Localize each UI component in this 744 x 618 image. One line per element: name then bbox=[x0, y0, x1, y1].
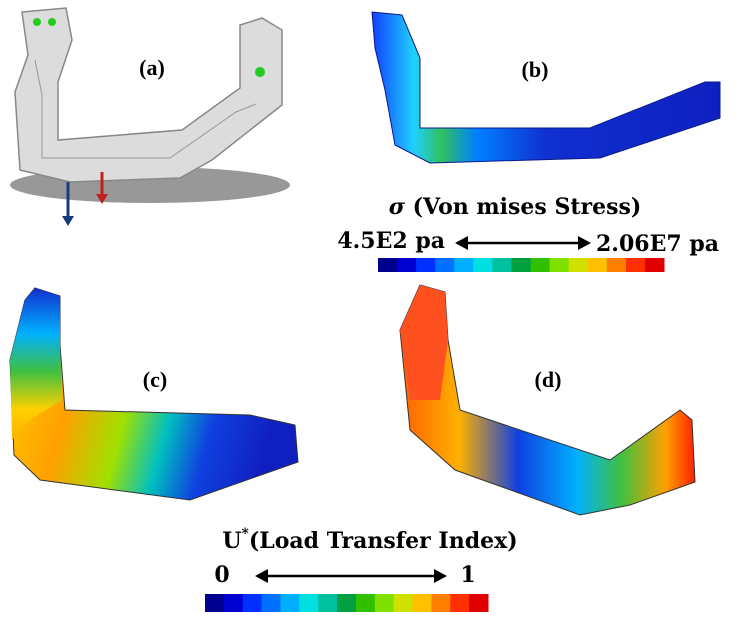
colorbar-swatch bbox=[626, 258, 646, 272]
legend-title: U*(Load Transfer Index) bbox=[222, 526, 517, 554]
colorbar-swatch bbox=[645, 258, 665, 272]
colorbar-swatch bbox=[224, 594, 243, 612]
colorbar-swatch bbox=[375, 594, 394, 612]
panel-d: (d) bbox=[400, 285, 695, 515]
colorbar-swatch bbox=[531, 258, 551, 272]
colorbar-swatch bbox=[205, 594, 224, 612]
panel-label: (b) bbox=[522, 57, 549, 82]
colorbar-swatch bbox=[492, 258, 512, 272]
legend-max-label: 2.06E7 pa bbox=[596, 231, 719, 257]
colorbar-swatch bbox=[413, 594, 432, 612]
colorbar-swatch bbox=[588, 258, 608, 272]
colorbar-swatch bbox=[299, 594, 318, 612]
stress-legend: σ (Von mises Stress) 4.5E2 pa 2.06E7 pa bbox=[337, 194, 719, 272]
colorbar-swatch bbox=[511, 258, 531, 272]
colorbar-swatch bbox=[394, 594, 413, 612]
colorbar-swatch bbox=[397, 258, 417, 272]
panel-a: (a) bbox=[10, 8, 290, 226]
colorbar-swatch bbox=[337, 594, 356, 612]
colorbar-swatch bbox=[262, 594, 281, 612]
legend-title: σ (Von mises Stress) bbox=[389, 194, 642, 220]
colorbar-swatch bbox=[450, 594, 469, 612]
index-legend: U*(Load Transfer Index) 0 1 bbox=[205, 526, 518, 612]
panel-label: (c) bbox=[143, 367, 167, 392]
colorbar-swatch bbox=[473, 258, 493, 272]
legend-symbol: U bbox=[222, 528, 241, 554]
colorbar-swatch bbox=[435, 258, 455, 272]
colorbar-swatch bbox=[318, 594, 337, 612]
panel-b: (b) bbox=[372, 12, 720, 163]
legend-symbol: σ bbox=[389, 194, 406, 220]
legend-title-text: (Von mises Stress) bbox=[413, 194, 642, 220]
colorbar-swatch bbox=[243, 594, 262, 612]
colorbar-swatch bbox=[607, 258, 627, 272]
legend-title-text: (Load Transfer Index) bbox=[249, 528, 518, 554]
colorbar bbox=[378, 258, 665, 272]
figure: (a) (b) σ (Von mises Stress) 4.5E2 pa 2.… bbox=[0, 0, 744, 614]
legend-max-label: 1 bbox=[460, 562, 475, 588]
colorbar-swatch bbox=[569, 258, 589, 272]
panel-label: (a) bbox=[139, 55, 165, 80]
colorbar-swatch bbox=[469, 594, 488, 612]
colorbar-swatch bbox=[431, 594, 450, 612]
colorbar-swatch bbox=[356, 594, 375, 612]
panel-label: (d) bbox=[535, 367, 562, 392]
panel-c: (c) bbox=[10, 288, 298, 500]
colorbar-swatch bbox=[280, 594, 299, 612]
colorbar-swatch bbox=[550, 258, 570, 272]
legend-min-label: 0 bbox=[214, 562, 229, 588]
colorbar-swatch bbox=[454, 258, 474, 272]
legend-min-label: 4.5E2 pa bbox=[337, 228, 445, 254]
colorbar-swatch bbox=[416, 258, 436, 272]
colorbar bbox=[205, 594, 489, 612]
colorbar-swatch bbox=[378, 258, 398, 272]
